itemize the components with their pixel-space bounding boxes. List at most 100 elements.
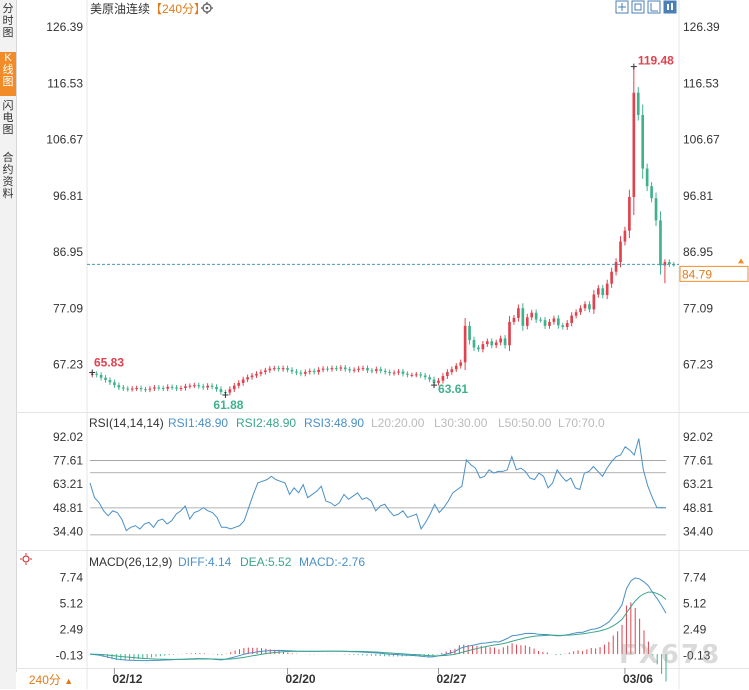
tab-timeshare-chart[interactable]: 分时图 <box>2 3 14 39</box>
candle-body <box>517 308 520 318</box>
chart-canvas[interactable]: 美原油连续 【240分】 126.39 116.53 106.67 96.81 86.9… <box>16 0 749 689</box>
gear-icon[interactable] <box>201 2 213 14</box>
low-price-label-1: 61.88 <box>213 398 243 412</box>
candle-body <box>477 347 480 350</box>
candle-body <box>512 317 516 322</box>
price-annotations: 119.48 65.83 61.88 63.61 <box>89 54 674 412</box>
rsi-legend: RSI(14,14,14) RSI1:48.90 RSI2:48.90 RSI3… <box>89 416 605 430</box>
rsi-line <box>89 438 667 532</box>
price-axis-left: 126.39 116.53 106.67 96.81 86.95 77.09 67.23 <box>46 20 83 371</box>
max-price-label: 119.48 <box>638 54 674 68</box>
candle-body <box>654 198 658 221</box>
candle-body <box>228 389 232 393</box>
macd-axis-left: 7.74 5.12 2.49 -0.13 <box>56 571 84 663</box>
macd-tick-left: 7.74 <box>60 571 84 585</box>
crosshair-move-icon[interactable] <box>615 0 629 14</box>
price-tick-left: 67.23 <box>53 357 83 371</box>
candle-body <box>636 92 640 115</box>
price-tick-left: 77.09 <box>53 301 83 315</box>
candle-body <box>206 385 209 388</box>
rsi-tick-right: 48.81 <box>683 501 713 515</box>
macd-hist-value: MACD:-2.76 <box>299 555 365 569</box>
candle-body <box>570 315 574 324</box>
candle-body <box>525 317 529 326</box>
rsi-axis-left: 92.02 77.61 63.21 48.81 34.40 <box>53 430 83 539</box>
rsi-tick-left: 92.02 <box>53 430 83 444</box>
candle-body <box>246 377 249 380</box>
price-tick-left: 116.53 <box>47 76 83 90</box>
zoom-fit-icon[interactable] <box>631 0 645 14</box>
candle-body <box>126 388 130 390</box>
candle-body <box>539 319 542 321</box>
rsi-level-lines <box>90 460 666 536</box>
candle-body <box>250 375 254 378</box>
time-axis: 02/12 02/20 02/27 03/06 <box>112 668 653 686</box>
candle-body <box>215 386 218 390</box>
candle-body <box>299 372 303 374</box>
candle-body <box>286 368 289 370</box>
candle-body <box>113 382 116 386</box>
tab-contract-info[interactable]: 合约资料 <box>2 152 14 200</box>
period-tag: 【240分】 <box>150 2 206 16</box>
tab-candlestick-chart[interactable]: K线图 <box>0 52 16 96</box>
candle-body <box>463 325 467 363</box>
candle-body <box>503 338 507 346</box>
current-price-label: 84.79 <box>682 267 712 281</box>
candle-body <box>104 377 107 381</box>
candle-body <box>641 114 645 169</box>
price-tick-right: 67.23 <box>683 357 713 371</box>
candle-body <box>232 385 236 390</box>
x-tick-label: 02/27 <box>436 672 466 686</box>
rsi-tick-right: 77.61 <box>683 454 713 468</box>
candle-body <box>121 387 125 389</box>
candle-body <box>645 168 649 187</box>
candle-body <box>272 368 276 370</box>
candle-body <box>237 382 241 386</box>
candle-body <box>295 371 298 373</box>
macd-indicator-icon[interactable] <box>20 553 32 565</box>
rsi-axis-right: 92.02 77.61 63.21 48.81 34.40 <box>683 430 713 539</box>
candle-body <box>343 367 347 370</box>
rsi-tick-left: 34.40 <box>53 525 83 539</box>
candle-body <box>428 377 431 380</box>
period-selector-label: 240分 <box>28 673 61 687</box>
draw-line-icon[interactable] <box>647 0 661 14</box>
period-selector[interactable]: 240分 ▲ <box>16 672 86 689</box>
macd-tick-right: 7.74 <box>683 571 707 585</box>
chart-type-icon[interactable] <box>663 0 677 14</box>
rsi-tick-right: 92.02 <box>683 430 713 444</box>
candle-body <box>490 341 494 346</box>
watermark: FX678 <box>619 640 722 670</box>
tab-flash-chart[interactable]: 闪电图 <box>2 100 14 136</box>
candle-body <box>605 283 609 296</box>
candle-body <box>157 387 161 389</box>
candle-body <box>423 375 427 378</box>
candle-body <box>468 325 471 341</box>
candle-body <box>148 388 152 390</box>
candle-body <box>481 344 485 350</box>
rsi-tick-left: 48.81 <box>53 501 83 515</box>
macd-tick-left: 2.49 <box>60 622 84 636</box>
candle-body <box>197 385 201 387</box>
rsi-tick-left: 63.21 <box>53 477 83 491</box>
candle-body <box>179 388 183 390</box>
price-tick-right: 116.53 <box>683 76 719 90</box>
macd-diff-line <box>89 577 667 662</box>
rsi2-value: RSI2:48.90 <box>236 416 296 430</box>
candle-body <box>574 312 578 316</box>
candle-body <box>410 374 414 376</box>
candle-body <box>659 220 662 266</box>
rsi3-value: RSI3:48.90 <box>304 416 364 430</box>
macd-histogram <box>93 602 667 682</box>
candle-body <box>419 374 423 376</box>
macd-dea-value: DEA:5.52 <box>240 555 292 569</box>
candle-body <box>188 385 192 387</box>
low-price-label-2: 63.61 <box>438 382 468 396</box>
candle-body <box>472 340 476 348</box>
candle-body <box>144 389 147 391</box>
macd-tick-right: -0.13 <box>683 648 711 662</box>
candle-body <box>308 370 312 373</box>
candle-body <box>406 373 409 375</box>
candle-body <box>583 304 587 309</box>
x-tick-label: 03/06 <box>623 672 653 686</box>
